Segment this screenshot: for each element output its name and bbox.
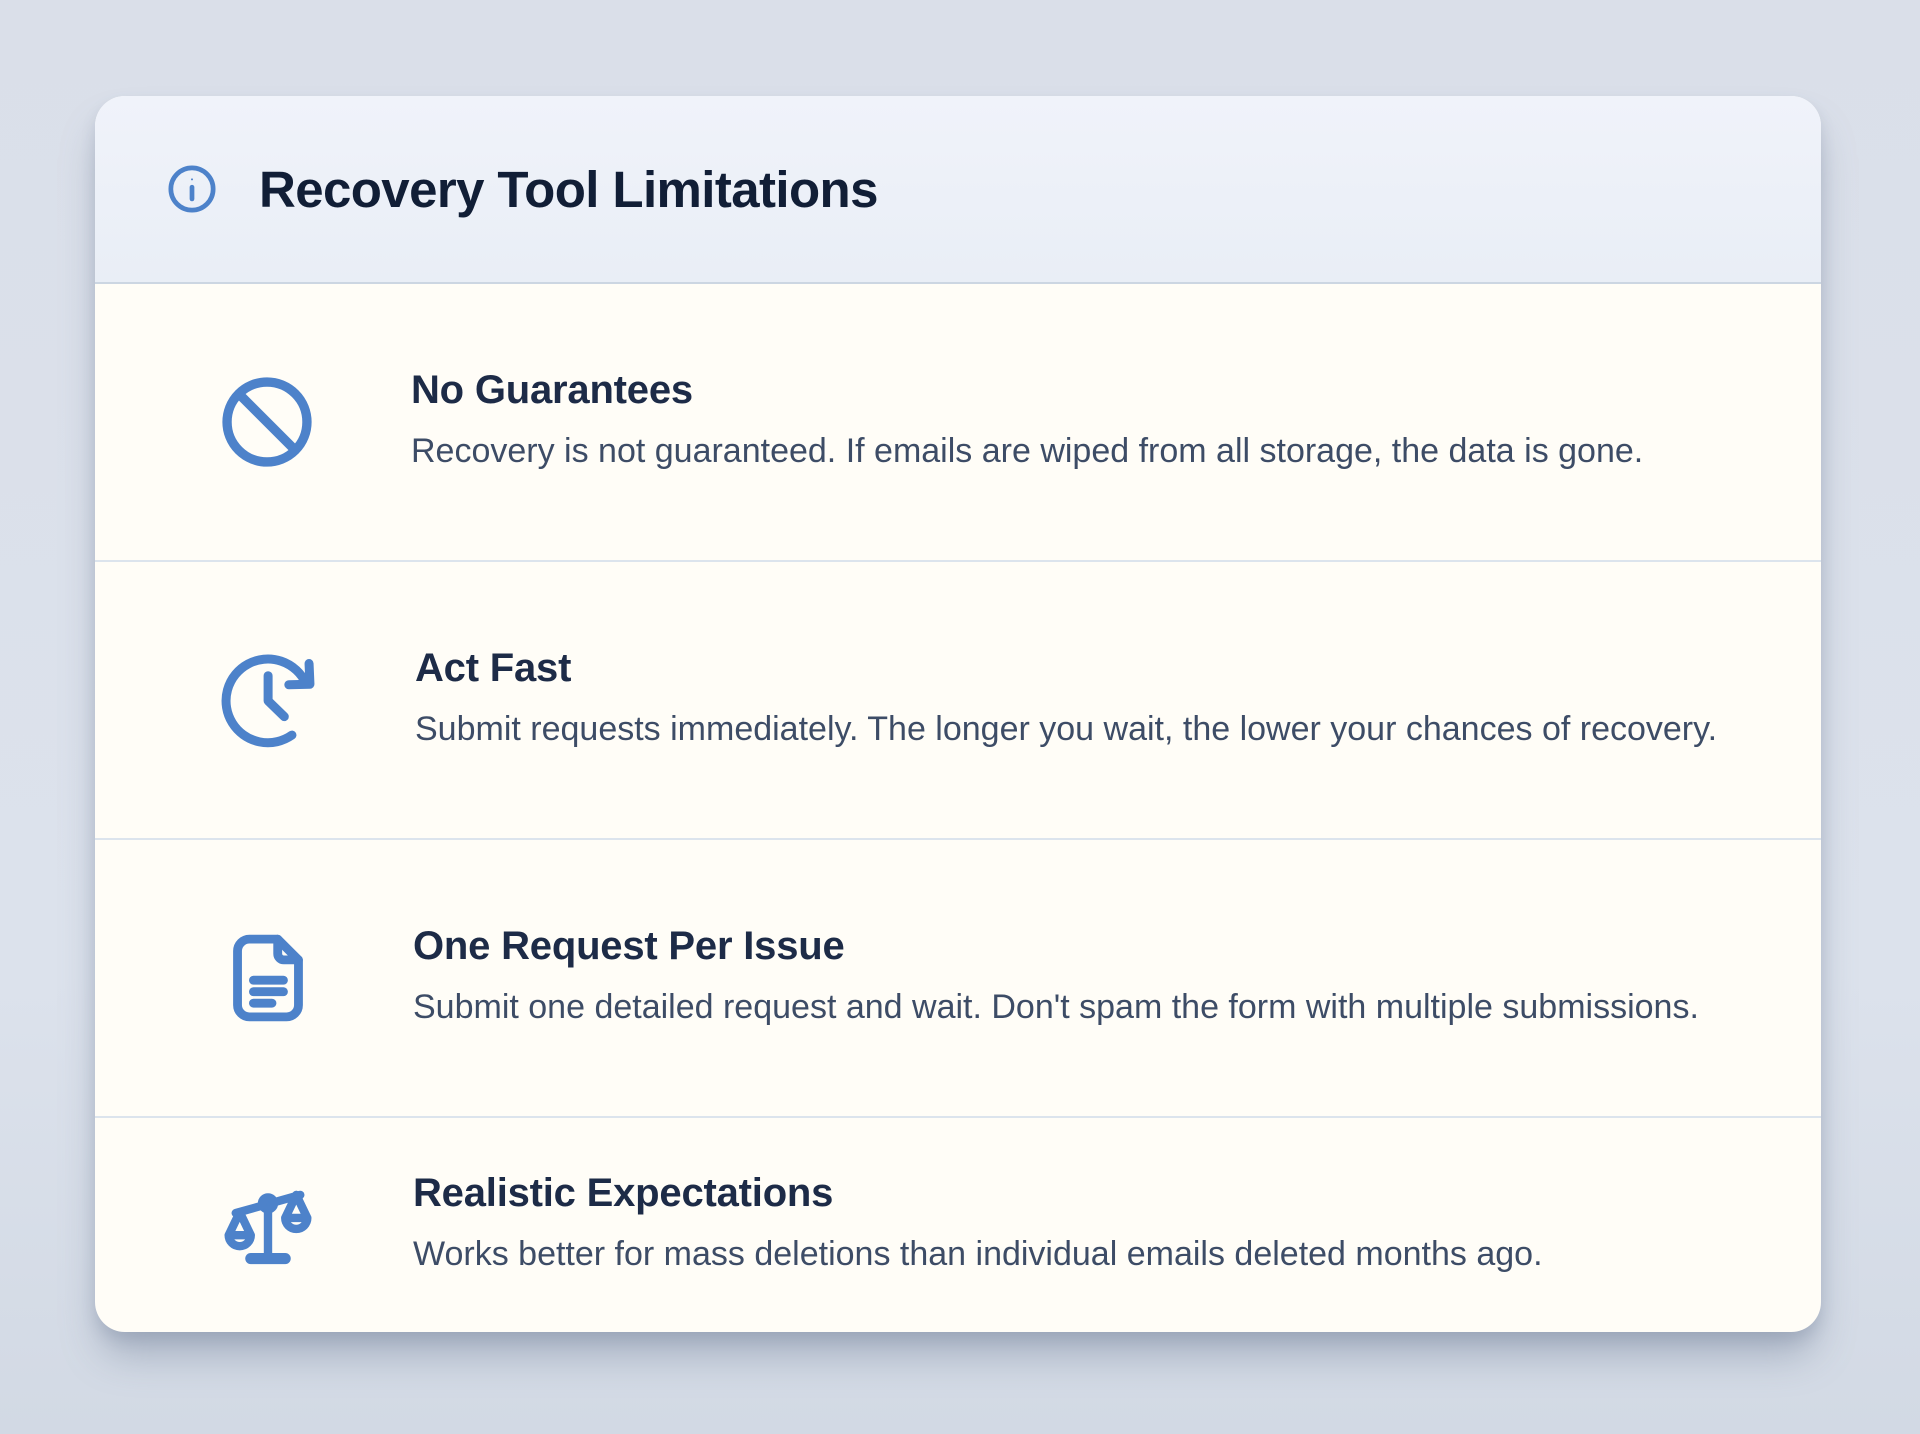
row-content: Realistic Expectations Works better for …	[413, 1171, 1761, 1278]
row-description: Recovery is not guaranteed. If emails ar…	[411, 432, 1644, 471]
file-text-icon	[215, 925, 321, 1031]
row-description: Submit requests immediately. The longer …	[415, 710, 1718, 749]
row-description: Works better for mass deletions than ind…	[413, 1235, 1543, 1274]
limitation-rows: No Guarantees Recovery is not guaranteed…	[95, 284, 1821, 1332]
card-header: Recovery Tool Limitations	[95, 96, 1821, 284]
scales-icon	[215, 1172, 321, 1278]
row-content: One Request Per Issue Submit one detaile…	[413, 924, 1761, 1031]
limitation-row-realistic-expectations: Realistic Expectations Works better for …	[95, 1118, 1821, 1332]
row-description: Submit one detailed request and wait. Do…	[413, 988, 1699, 1027]
page-title: Recovery Tool Limitations	[259, 160, 878, 218]
row-title: Realistic Expectations	[413, 1171, 834, 1216]
ban-icon	[215, 371, 319, 473]
limitation-row-one-request: One Request Per Issue Submit one detaile…	[95, 840, 1821, 1118]
limitation-row-act-fast: Act Fast Submit requests immediately. Th…	[95, 562, 1821, 840]
limitation-row-no-guarantees: No Guarantees Recovery is not guaranteed…	[95, 284, 1821, 562]
clock-arrow-icon	[215, 646, 323, 754]
info-icon	[165, 162, 219, 216]
row-title: Act Fast	[415, 646, 572, 691]
row-title: One Request Per Issue	[413, 924, 845, 969]
row-content: No Guarantees Recovery is not guaranteed…	[411, 368, 1761, 475]
limitations-card: Recovery Tool Limitations No Guarantees …	[95, 96, 1821, 1332]
row-content: Act Fast Submit requests immediately. Th…	[415, 646, 1761, 753]
row-title: No Guarantees	[411, 368, 693, 413]
